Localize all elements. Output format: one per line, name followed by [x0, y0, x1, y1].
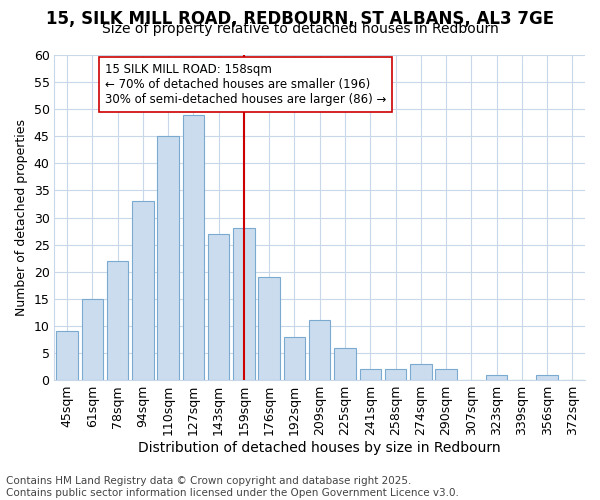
Bar [385, 369, 406, 380]
Bar [486, 374, 508, 380]
Text: 15 SILK MILL ROAD: 158sqm
← 70% of detached houses are smaller (196)
30% of semi: 15 SILK MILL ROAD: 158sqm ← 70% of detac… [105, 63, 386, 106]
Bar [182, 114, 204, 380]
X-axis label: Distribution of detached houses by size in Redbourn: Distribution of detached houses by size … [139, 441, 501, 455]
Bar [259, 277, 280, 380]
Bar [536, 374, 558, 380]
Bar [82, 299, 103, 380]
Text: Contains HM Land Registry data © Crown copyright and database right 2025.
Contai: Contains HM Land Registry data © Crown c… [6, 476, 459, 498]
Bar [435, 369, 457, 380]
Bar [284, 336, 305, 380]
Bar [410, 364, 431, 380]
Bar [56, 332, 78, 380]
Text: 15, SILK MILL ROAD, REDBOURN, ST ALBANS, AL3 7GE: 15, SILK MILL ROAD, REDBOURN, ST ALBANS,… [46, 10, 554, 28]
Y-axis label: Number of detached properties: Number of detached properties [15, 119, 28, 316]
Bar [233, 228, 254, 380]
Bar [359, 369, 381, 380]
Bar [309, 320, 331, 380]
Text: Size of property relative to detached houses in Redbourn: Size of property relative to detached ho… [101, 22, 499, 36]
Bar [132, 202, 154, 380]
Bar [334, 348, 356, 380]
Bar [208, 234, 229, 380]
Bar [157, 136, 179, 380]
Bar [107, 261, 128, 380]
